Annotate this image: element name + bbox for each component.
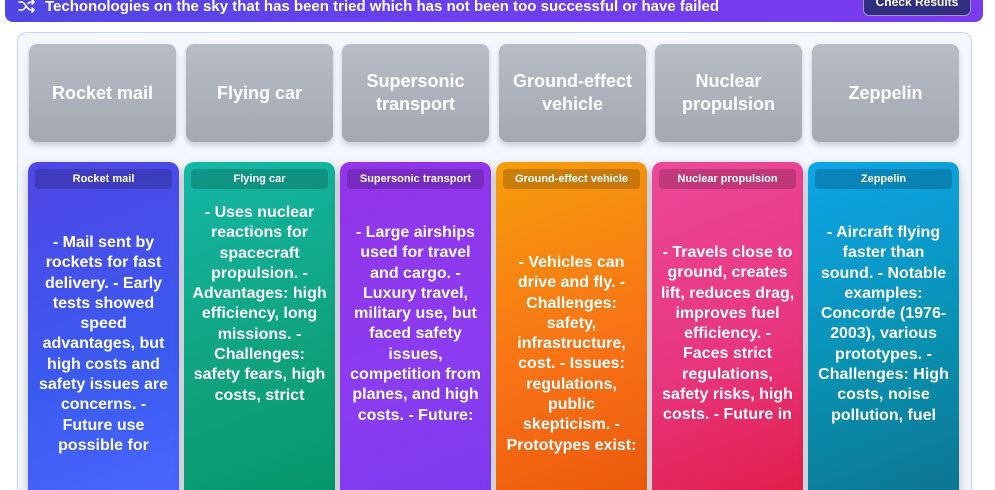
- card-description: - Mail sent by rockets for fast delivery…: [39, 234, 168, 454]
- shuffle-icon[interactable]: [17, 0, 37, 13]
- drop-card-flying-car[interactable]: Flying car - Uses nuclear reactions for …: [184, 162, 335, 490]
- drop-card-zeppelin[interactable]: Zeppelin - Aircraft flying faster than s…: [808, 162, 959, 490]
- drag-tile-supersonic-transport[interactable]: Supersonic transport: [342, 44, 489, 142]
- check-results-button[interactable]: Check Results: [863, 0, 971, 16]
- drop-card-nuclear-propulsion[interactable]: Nuclear propulsion - Travels close to gr…: [652, 162, 803, 490]
- header-bar: Techonologies on the sky that has been t…: [5, 0, 983, 22]
- drop-card-rocket-mail[interactable]: Rocket mail - Mail sent by rockets for f…: [28, 162, 179, 490]
- card-header: Flying car: [191, 169, 328, 189]
- drag-tile-nuclear-propulsion[interactable]: Nuclear propulsion: [655, 44, 802, 142]
- drop-card-supersonic-transport[interactable]: Supersonic transport - Large airships us…: [340, 162, 491, 490]
- card-description: - Aircraft flying faster than sound. - N…: [818, 224, 949, 424]
- card-description: - Uses nuclear reactions for spacecraft …: [192, 204, 327, 404]
- card-header: Rocket mail: [35, 169, 172, 189]
- card-header: Zeppelin: [815, 169, 952, 189]
- card-description: - Large airships used for travel and car…: [350, 224, 481, 424]
- page-title: Techonologies on the sky that has been t…: [45, 0, 720, 15]
- card-description: - Vehicles can drive and fly. - Challeng…: [506, 254, 637, 454]
- card-header: Supersonic transport: [347, 169, 484, 189]
- card-header: Nuclear propulsion: [659, 169, 796, 189]
- drag-tile-ground-effect-vehicle[interactable]: Ground-effect vehicle: [499, 44, 646, 142]
- drag-tile-zeppelin[interactable]: Zeppelin: [812, 44, 959, 142]
- card-header: Ground-effect vehicle: [503, 169, 640, 189]
- drag-tile-rocket-mail[interactable]: Rocket mail: [29, 44, 176, 142]
- drop-card-ground-effect-vehicle[interactable]: Ground-effect vehicle - Vehicles can dri…: [496, 162, 647, 490]
- drag-tile-flying-car[interactable]: Flying car: [186, 44, 333, 142]
- card-description: - Travels close to ground, creates lift,…: [660, 244, 795, 424]
